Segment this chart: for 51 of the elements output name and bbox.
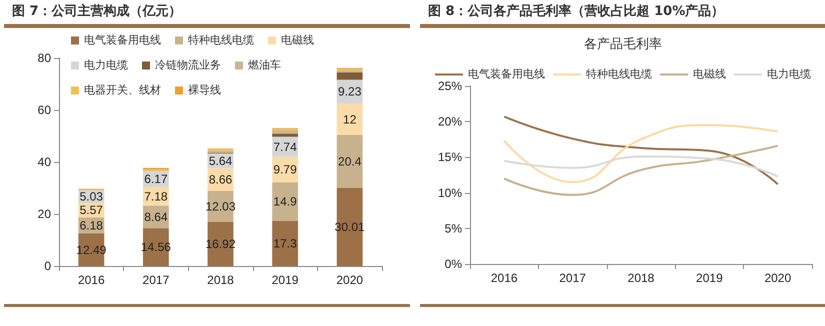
y-tick-label: 40 bbox=[38, 155, 52, 169]
data-label: 9.23 bbox=[338, 84, 362, 99]
legend-label: 特种电线电缆 bbox=[188, 34, 254, 46]
y-tick-label: 5% bbox=[444, 221, 462, 236]
legend-label: 电力电缆 bbox=[767, 68, 811, 80]
legend-label: 电气装备用电线 bbox=[84, 34, 161, 46]
data-label: 5.03 bbox=[80, 189, 104, 204]
legend-label: 冷链物流业务 bbox=[155, 58, 221, 72]
data-label: 20.4 bbox=[338, 154, 362, 168]
data-label: 7.18 bbox=[144, 189, 168, 204]
y-tick-label: 15% bbox=[438, 150, 462, 164]
x-tick-label: 2016 bbox=[78, 273, 105, 287]
data-label: 8.64 bbox=[144, 210, 168, 224]
x-tick-label: 2019 bbox=[272, 273, 299, 287]
x-tick-label: 2018 bbox=[207, 273, 234, 287]
data-label: 6.17 bbox=[144, 172, 168, 186]
legend-label: 电器开关、线材 bbox=[84, 84, 161, 96]
data-label: 5.64 bbox=[208, 154, 232, 168]
y-tick-label: 0 bbox=[44, 259, 52, 273]
y-tick-label: 0% bbox=[444, 257, 462, 271]
y-tick-label: 10% bbox=[438, 186, 462, 200]
x-tick-label: 2019 bbox=[696, 271, 724, 285]
chart-title: 图 7：公司主营构成（亿元） bbox=[4, 0, 410, 28]
x-tick-label: 2017 bbox=[559, 271, 586, 285]
legend-label: 特种电线电缆 bbox=[586, 68, 652, 80]
legend-label: 电磁线 bbox=[281, 34, 314, 46]
data-label: 6.18 bbox=[80, 218, 104, 232]
y-tick-label: 80 bbox=[38, 51, 52, 65]
legend-label: 电磁线 bbox=[693, 68, 726, 80]
data-label: 7.74 bbox=[273, 140, 298, 154]
data-label: 5.57 bbox=[80, 203, 104, 218]
legend-label: 电力电缆 bbox=[84, 58, 128, 72]
data-label: 12 bbox=[343, 112, 357, 126]
chart-title: 图 8：公司各产品毛利率（营收占比超 10%产品） bbox=[420, 0, 825, 28]
chart-subtitle: 各产品毛利率 bbox=[584, 36, 662, 51]
data-label: 17.3 bbox=[273, 236, 298, 251]
x-tick-label: 2017 bbox=[142, 273, 170, 287]
data-label: 14.9 bbox=[273, 194, 298, 209]
legend-label: 燃油车 bbox=[248, 58, 281, 72]
y-tick-label: 25% bbox=[438, 79, 462, 93]
x-tick-label: 2016 bbox=[490, 271, 518, 285]
data-label: 9.79 bbox=[273, 162, 298, 177]
legend-label: 电气装备用电线 bbox=[468, 68, 545, 80]
x-tick-label: 2020 bbox=[764, 271, 792, 285]
x-tick-label: 2020 bbox=[336, 273, 364, 287]
data-label: 8.66 bbox=[208, 172, 232, 186]
legend-label: 裸导线 bbox=[188, 84, 221, 96]
y-tick-label: 20% bbox=[438, 114, 462, 129]
y-tick-label: 20 bbox=[38, 207, 52, 221]
x-tick-label: 2018 bbox=[628, 271, 655, 285]
y-tick-label: 60 bbox=[38, 103, 52, 117]
